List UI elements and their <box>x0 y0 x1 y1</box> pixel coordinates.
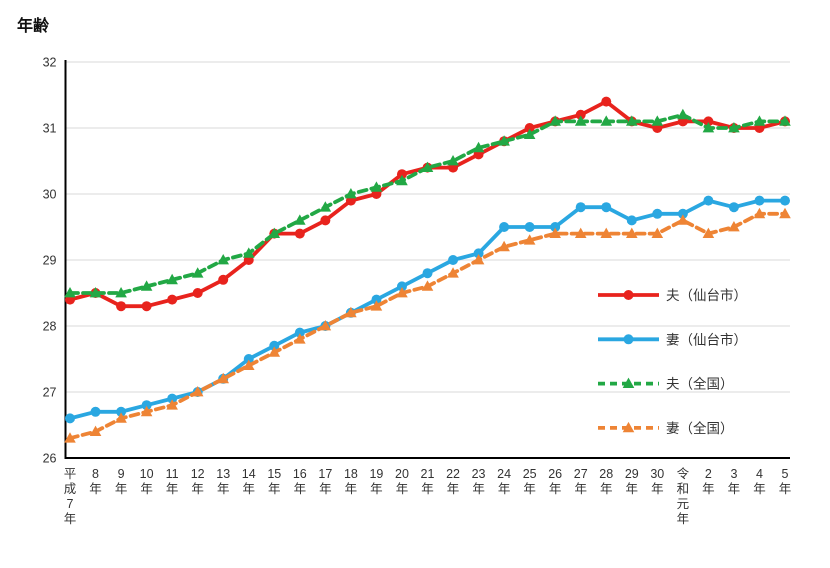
y-tick-label: 30 <box>43 188 57 202</box>
legend-label-husband-national: 夫（全国） <box>666 376 734 392</box>
y-tick-label: 29 <box>43 254 57 268</box>
y-tick-label: 27 <box>43 386 57 400</box>
legend: 夫（仙台市） 妻（仙台市） 夫（全国） 妻（全国） <box>598 287 747 436</box>
x-tick-label: 15 <box>267 467 281 481</box>
x-tick-label: 年 <box>523 482 536 496</box>
x-tick-label: 3 <box>730 467 737 481</box>
series-wife-national <box>64 207 791 443</box>
legend-item-husband-sendai: 夫（仙台市） <box>598 287 747 303</box>
x-tick-label: 年 <box>677 512 690 526</box>
chart-title: 年齢 <box>17 18 50 35</box>
x-tick-label: 2 <box>705 467 712 481</box>
x-tick-label: 28 <box>599 467 613 481</box>
x-tick-label: 年 <box>115 482 128 496</box>
legend-label-wife-national: 妻（全国） <box>666 420 734 436</box>
x-tick-label: 年 <box>498 482 511 496</box>
y-tick-label: 28 <box>43 320 57 334</box>
x-tick-label: 年 <box>64 512 77 526</box>
x-tick-label: 年 <box>396 482 409 496</box>
x-tick-label: 年 <box>600 482 613 496</box>
legend-item-husband-national: 夫（全国） <box>598 376 734 392</box>
x-tick-label: 年 <box>472 482 485 496</box>
x-tick-label: 29 <box>625 467 639 481</box>
x-tick-label: 年 <box>268 482 281 496</box>
x-tick-label: 年 <box>421 482 434 496</box>
x-tick-label: 18 <box>344 467 358 481</box>
x-tick-label: 年 <box>242 482 255 496</box>
x-tick-label: 年 <box>217 482 230 496</box>
x-tick-label: 22 <box>446 467 460 481</box>
x-tick-label: 23 <box>472 467 486 481</box>
x-tick-label: 30 <box>650 467 664 481</box>
legend-label-wife-sendai: 妻（仙台市） <box>666 331 747 347</box>
x-tick-label: 年 <box>370 482 383 496</box>
x-tick-label: 年 <box>574 482 587 496</box>
x-tick-label: 5 <box>782 467 789 481</box>
x-tick-label: 平 <box>64 467 77 481</box>
y-axis-labels: 26 27 28 29 30 31 32 <box>43 56 57 466</box>
x-tick-label: 年 <box>89 482 102 496</box>
x-tick-label: 11 <box>166 467 179 481</box>
x-tick-label: 16 <box>293 467 307 481</box>
x-tick-label: 24 <box>497 467 511 481</box>
x-tick-label: 年 <box>294 482 307 496</box>
x-tick-label: 成 <box>64 482 77 496</box>
legend-item-wife-sendai: 妻（仙台市） <box>598 331 747 347</box>
x-tick-label: 25 <box>523 467 537 481</box>
x-tick-label: 20 <box>395 467 409 481</box>
gridlines <box>65 61 790 393</box>
x-tick-label: 14 <box>242 467 256 481</box>
x-tick-label: 年 <box>779 482 792 496</box>
x-tick-label: 年 <box>753 482 766 496</box>
x-tick-label: 年 <box>447 482 460 496</box>
x-tick-label: 21 <box>421 467 435 481</box>
x-tick-label: 12 <box>191 467 205 481</box>
x-tick-label: 年 <box>651 482 664 496</box>
x-tick-label: 27 <box>574 467 588 481</box>
x-tick-label: 19 <box>369 467 383 481</box>
y-tick-label: 31 <box>43 122 57 136</box>
x-tick-label: 年 <box>549 482 562 496</box>
x-tick-label: 年 <box>166 482 179 496</box>
x-tick-label: 7 <box>67 497 74 511</box>
x-tick-label: 年 <box>728 482 741 496</box>
x-tick-label: 9 <box>118 467 125 481</box>
axes <box>64 60 790 459</box>
x-tick-label: 元 <box>677 497 690 511</box>
legend-label-husband-sendai: 夫（仙台市） <box>666 287 747 303</box>
x-tick-label: 和 <box>677 482 690 496</box>
y-tick-label: 32 <box>43 56 57 70</box>
x-tick-label: 令 <box>677 466 690 481</box>
series-husband-national <box>64 108 791 298</box>
x-tick-label: 年 <box>319 482 332 496</box>
x-tick-label: 年 <box>626 482 639 496</box>
legend-item-wife-national: 妻（全国） <box>598 420 734 436</box>
x-tick-label: 年 <box>345 482 358 496</box>
x-tick-label: 8 <box>92 467 99 481</box>
x-tick-label: 13 <box>216 467 230 481</box>
x-tick-label: 4 <box>756 467 763 481</box>
x-tick-label: 年 <box>140 482 153 496</box>
x-tick-label: 17 <box>318 467 332 481</box>
x-tick-label: 年 <box>702 482 715 496</box>
y-tick-label: 26 <box>43 452 57 466</box>
x-tick-label: 10 <box>140 467 154 481</box>
x-tick-label: 年 <box>191 482 204 496</box>
x-tick-label: 26 <box>548 467 562 481</box>
x-axis-labels: 平成7年8年9年10年11年12年13年14年15年16年17年18年19年20… <box>64 466 792 526</box>
